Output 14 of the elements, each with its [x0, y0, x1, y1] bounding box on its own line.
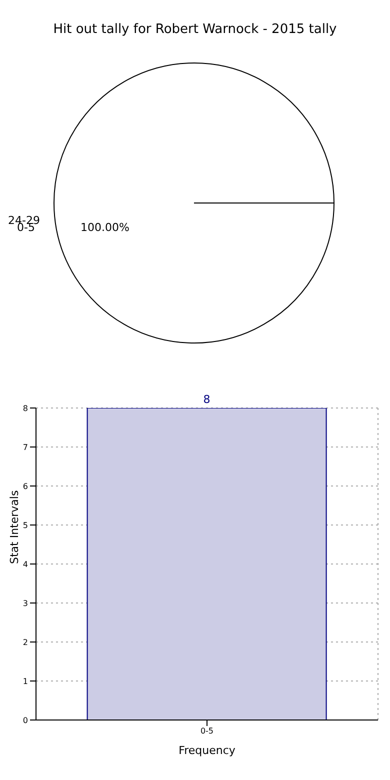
y-axis-title: Stat Intervals — [8, 490, 21, 564]
y-tick-label: 5 — [22, 520, 28, 530]
data-label: 100.00% — [80, 221, 130, 234]
y-tick-label: 0 — [22, 716, 28, 725]
chart-title: Hit out tally for Robert Warnock - 2015 tally — [52, 21, 338, 37]
y-tick-label: 6 — [22, 482, 28, 491]
y-tick-label: 7 — [22, 442, 28, 452]
y-tick-label: 3 — [22, 598, 28, 608]
y-tick-label: 2 — [22, 638, 28, 647]
y-tick-label: 4 — [22, 560, 28, 569]
data-label: 8 — [203, 393, 210, 406]
y-tick-label: 1 — [22, 676, 28, 686]
x-axis-title: Frequency — [178, 744, 236, 757]
y-tick-label: 8 — [22, 404, 28, 413]
